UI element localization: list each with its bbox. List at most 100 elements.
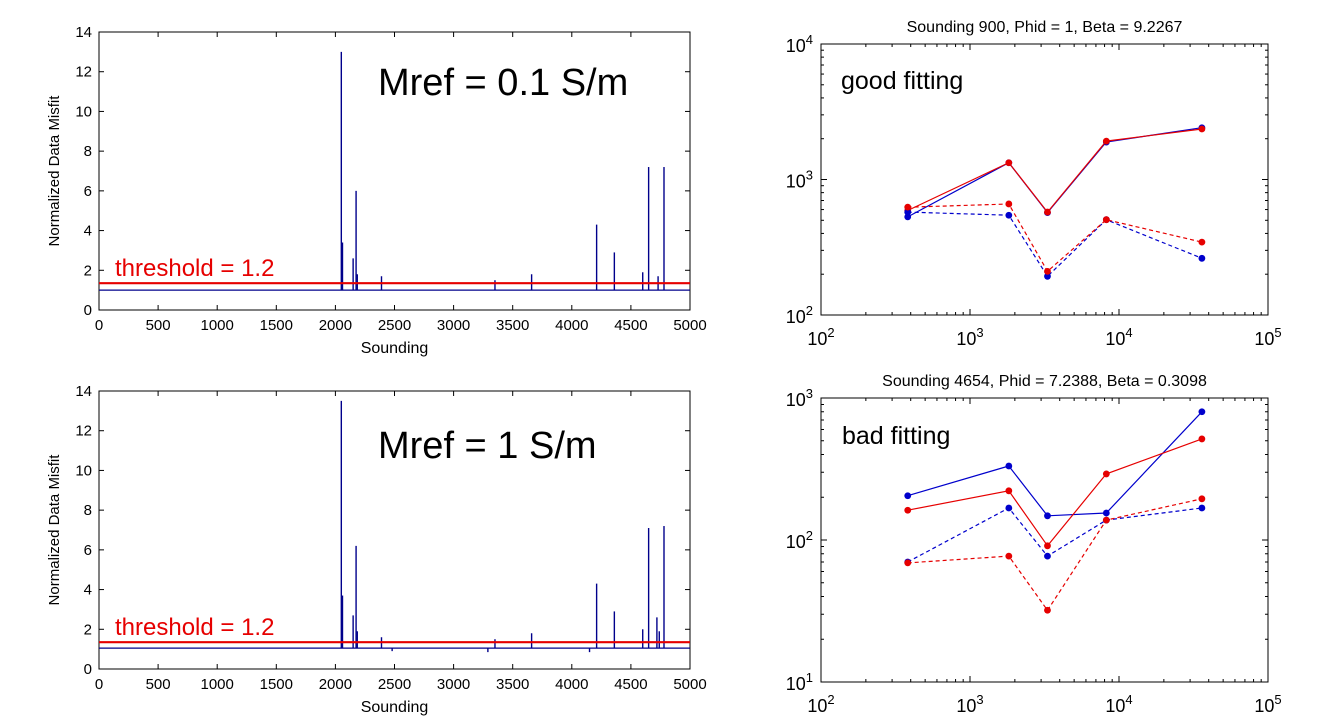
x-tick-label: 103 — [956, 325, 983, 349]
x-tick-label: 500 — [146, 317, 171, 334]
y-tick-label: 4 — [84, 223, 92, 240]
series-marker — [904, 506, 912, 514]
series-marker — [904, 213, 912, 221]
y-tick-label: 0 — [84, 302, 92, 319]
series-marker — [1044, 272, 1051, 280]
y-tick-label: 2 — [84, 621, 92, 638]
y-tick-label: 6 — [84, 183, 92, 200]
chart-panel-3: Sounding 900, Phid = 1, Beta = 9.2267 102… — [786, 19, 1282, 349]
series-marker — [904, 559, 912, 567]
x-tick-label: 3500 — [496, 676, 529, 693]
series-marker — [1198, 495, 1206, 503]
threshold-label: threshold = 1.2 — [115, 614, 274, 641]
chart-panel-1: 0 500 1000 1500 2000 2500 3000 3500 4000 4500 5000… — [46, 24, 707, 357]
y-tick-label: 14 — [75, 24, 92, 41]
series-marker — [1102, 216, 1110, 224]
series-marker — [1044, 512, 1051, 520]
x-tick-label: 102 — [807, 692, 834, 716]
chart-panel-2: 0 500 1000 1500 2000 2500 3000 3500 4000 4500 5000… — [46, 383, 707, 716]
series-marker — [1005, 462, 1013, 470]
series-marker — [1102, 509, 1110, 517]
series-marker — [904, 208, 912, 216]
x-tick-label: 104 — [1105, 325, 1132, 349]
plot-frame — [820, 397, 1269, 683]
y-tick-label: 10 — [75, 462, 92, 479]
series-marker — [1005, 159, 1013, 167]
x-tick-label: 4000 — [555, 676, 588, 693]
y-tick-label: 10 — [75, 103, 92, 120]
x-tick-label: 5000 — [673, 317, 706, 334]
y-tick-label: 0 — [84, 661, 92, 678]
x-tick-label: 102 — [807, 325, 834, 349]
x-tick-label: 105 — [1254, 325, 1281, 349]
plot-frame — [98, 31, 691, 311]
x-tick-label: 103 — [956, 692, 983, 716]
x-tick-label: 2500 — [378, 317, 411, 334]
x-tick-label: 3000 — [437, 317, 470, 334]
threshold-label: threshold = 1.2 — [115, 255, 274, 282]
series-marker — [1044, 542, 1051, 550]
series-line-3 — [907, 211, 1203, 278]
series-marker — [904, 492, 912, 500]
panel-annotation: bad fitting — [842, 422, 950, 450]
y-tick-label: 2 — [84, 262, 92, 279]
x-tick-label: 2500 — [378, 676, 411, 693]
chart-panel-4: Sounding 4654, Phid = 7.2388, Beta = 0.3… — [786, 373, 1282, 716]
x-tick-label: 5000 — [673, 676, 706, 693]
series-line-4 — [907, 498, 1203, 612]
series-marker — [1102, 470, 1110, 478]
y-tick-label: 102 — [786, 303, 813, 327]
series-marker — [1198, 504, 1206, 512]
y-tick-label: 103 — [786, 386, 813, 410]
series-marker — [1044, 606, 1051, 614]
y-axis-label: Normalized Data Misfit — [46, 95, 63, 247]
series-marker — [1005, 200, 1013, 208]
x-axis-label: Sounding — [361, 340, 429, 357]
series-marker — [1198, 435, 1206, 443]
y-tick-label: 12 — [75, 64, 92, 81]
series-marker — [1198, 125, 1206, 133]
x-tick-label: 3000 — [437, 676, 470, 693]
x-tick-label: 105 — [1254, 692, 1281, 716]
x-tick-label: 0 — [95, 317, 103, 334]
x-tick-label: 500 — [146, 676, 171, 693]
x-tick-label: 4500 — [614, 676, 647, 693]
y-axis-label: Normalized Data Misfit — [46, 454, 63, 606]
panel-annotation: Mref = 0.1 S/m — [378, 62, 628, 104]
series-marker — [1198, 254, 1206, 262]
y-tick-label: 4 — [84, 582, 92, 599]
panel-annotation: Mref = 1 S/m — [378, 425, 597, 467]
y-tick-label: 8 — [84, 502, 92, 519]
y-tick-label: 6 — [84, 542, 92, 559]
x-tick-label: 1000 — [201, 676, 234, 693]
series-marker — [1102, 516, 1110, 524]
series-marker — [1005, 211, 1013, 219]
x-tick-label: 3500 — [496, 317, 529, 334]
x-tick-label: 2000 — [319, 676, 352, 693]
x-tick-label: 2000 — [319, 317, 352, 334]
y-tick-label: 14 — [75, 383, 92, 400]
series-marker — [1044, 552, 1051, 560]
chart-title: Sounding 4654, Phid = 7.2388, Beta = 0.3… — [882, 373, 1207, 390]
series-marker — [1198, 408, 1206, 416]
series-marker — [904, 203, 912, 211]
plot-frame — [98, 390, 691, 670]
series-marker — [1005, 552, 1013, 560]
x-tick-label: 4000 — [555, 317, 588, 334]
y-tick-label: 104 — [786, 32, 813, 56]
x-tick-label: 1500 — [260, 317, 293, 334]
panel-annotation: good fitting — [841, 67, 963, 95]
x-tick-label: 104 — [1105, 692, 1132, 716]
y-tick-label: 102 — [786, 528, 813, 552]
x-tick-label: 0 — [95, 676, 103, 693]
y-tick-label: 12 — [75, 423, 92, 440]
y-tick-label: 8 — [84, 143, 92, 160]
series-marker — [1005, 504, 1013, 512]
x-tick-label: 1500 — [260, 676, 293, 693]
x-axis-label: Sounding — [361, 699, 429, 716]
chart-title: Sounding 900, Phid = 1, Beta = 9.2267 — [907, 19, 1183, 36]
x-tick-label: 4500 — [614, 317, 647, 334]
series-marker — [1044, 267, 1051, 275]
series-marker — [1044, 208, 1051, 216]
